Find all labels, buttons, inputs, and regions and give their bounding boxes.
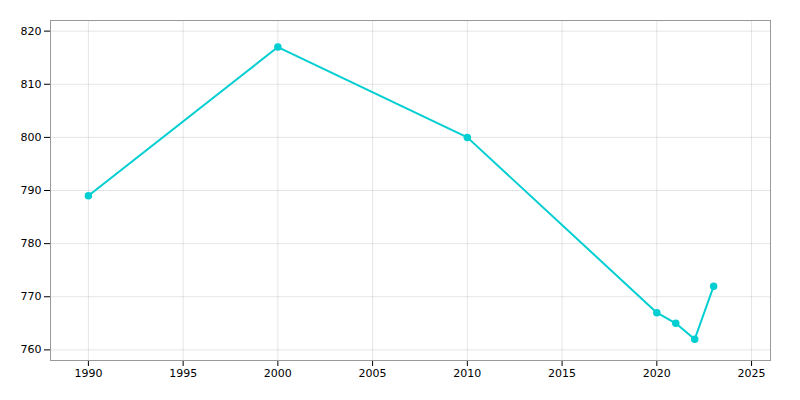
svg-text:800: 800 bbox=[21, 131, 42, 144]
svg-text:1990: 1990 bbox=[74, 367, 102, 380]
svg-text:760: 760 bbox=[21, 343, 42, 356]
svg-text:820: 820 bbox=[21, 25, 42, 38]
svg-text:810: 810 bbox=[21, 78, 42, 91]
svg-text:770: 770 bbox=[21, 290, 42, 303]
svg-text:2010: 2010 bbox=[453, 367, 481, 380]
svg-text:2015: 2015 bbox=[548, 367, 576, 380]
svg-text:780: 780 bbox=[21, 237, 42, 250]
svg-text:790: 790 bbox=[21, 184, 42, 197]
svg-text:2025: 2025 bbox=[738, 367, 766, 380]
svg-text:2020: 2020 bbox=[643, 367, 671, 380]
svg-text:2000: 2000 bbox=[264, 367, 292, 380]
svg-text:2005: 2005 bbox=[359, 367, 387, 380]
svg-text:1995: 1995 bbox=[169, 367, 197, 380]
